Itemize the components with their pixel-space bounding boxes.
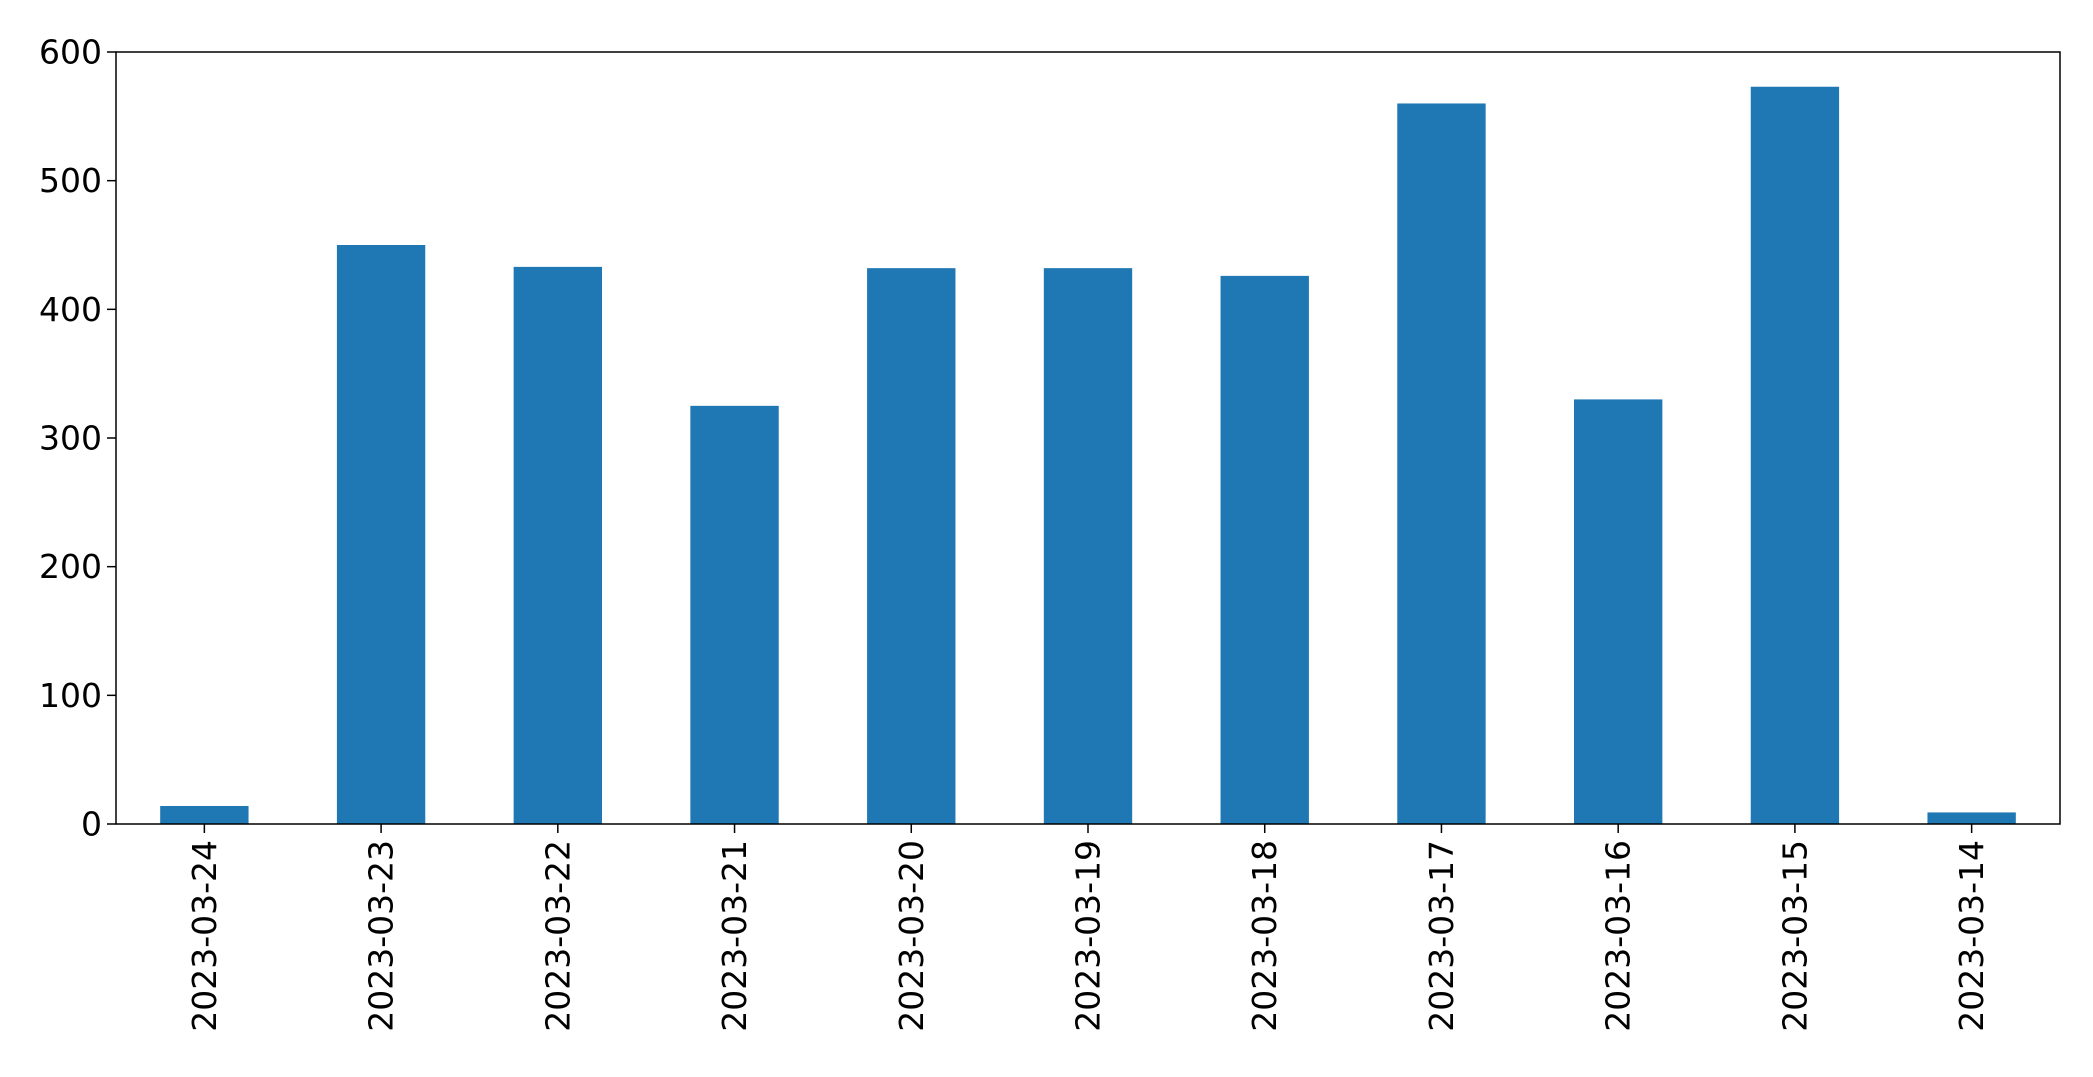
bar (1397, 103, 1486, 824)
x-axis: 2023-03-24 2023-03-23 2023-03-22 2023-03-21… (185, 824, 1991, 1032)
x-tick-label: 2023-03-23 (362, 840, 401, 1032)
y-axis: 0 100 200 300 400 500 600 (39, 33, 116, 844)
bar (1220, 275, 1309, 824)
x-tick-label: 2023-03-16 (1599, 840, 1638, 1032)
x-tick-label: 2023-03-18 (1245, 840, 1284, 1032)
bar (867, 268, 956, 824)
bar (1750, 86, 1840, 825)
bar (690, 405, 779, 824)
x-tick-label: 2023-03-17 (1422, 840, 1461, 1032)
x-tick-label: 2023-03-14 (1952, 840, 1991, 1032)
bar (1927, 812, 2016, 824)
bar (513, 266, 602, 825)
bar (1574, 399, 1663, 824)
y-tick-label: 600 (39, 33, 102, 72)
x-tick-label: 2023-03-19 (1069, 840, 1108, 1032)
x-tick-label: 2023-03-24 (185, 840, 224, 1032)
y-tick-label: 100 (39, 676, 102, 715)
y-tick-label: 200 (39, 547, 102, 586)
y-tick-label: 300 (39, 419, 102, 458)
x-tick-label: 2023-03-21 (715, 840, 754, 1032)
bar (1043, 268, 1133, 824)
bar (336, 245, 426, 824)
y-tick-label: 400 (39, 290, 102, 329)
y-tick-label: 0 (81, 805, 102, 844)
x-tick-label: 2023-03-22 (538, 840, 577, 1032)
x-tick-label: 2023-03-15 (1775, 840, 1814, 1032)
y-tick-label: 500 (39, 161, 102, 200)
plot-frame (115, 51, 2061, 825)
bar-group (160, 86, 2016, 825)
x-tick-label: 2023-03-20 (892, 840, 931, 1032)
bar (160, 805, 249, 824)
